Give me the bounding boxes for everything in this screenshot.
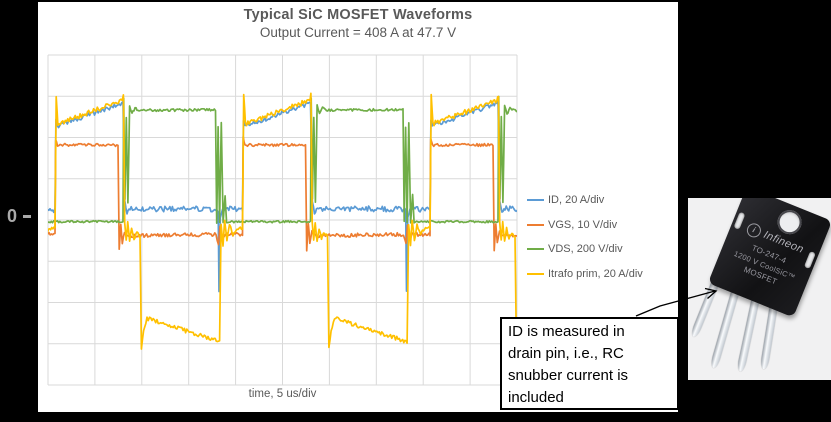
- legend-swatch: [527, 199, 544, 202]
- legend-label: VDS, 200 V/div: [548, 243, 623, 256]
- legend-item: VGS, 10 V/div: [527, 213, 643, 238]
- mosfet-pin: [709, 287, 740, 369]
- mosfet-pin-drain: [689, 279, 720, 339]
- x-axis-label: time, 5 us/div: [248, 388, 317, 400]
- gridlines: [47, 54, 518, 386]
- zero-label: 0: [7, 206, 18, 226]
- legend-label: ID, 20 A/div: [548, 194, 605, 207]
- zero-axis-label: 0: [7, 206, 32, 227]
- trace-itrafo-prim: [48, 92, 517, 350]
- chart-title: Typical SiC MOSFET Waveforms: [243, 7, 473, 23]
- legend-item: ID, 20 A/div: [527, 188, 643, 213]
- trace-vgs: [48, 135, 517, 252]
- mosfet-pin: [736, 296, 760, 373]
- legend-swatch: [527, 272, 544, 275]
- legend-label: VGS, 10 V/div: [548, 218, 618, 231]
- mosfet-pin: [759, 303, 778, 370]
- annotation-box: ID is measured in drain pin, i.e., RC sn…: [500, 317, 679, 410]
- mosfet-package: i Infineon TO-247-4 1200 V CoolSiC™ MOSF…: [707, 198, 831, 318]
- legend-item: Itrafo prim, 20 A/div: [527, 262, 643, 287]
- zero-tick: [23, 215, 32, 218]
- chart-subtitle: Output Current = 408 A at 47.7 V: [259, 25, 457, 40]
- annotation-text: ID is measured in drain pin, i.e., RC sn…: [508, 323, 629, 406]
- legend-swatch: [527, 248, 544, 251]
- legend: ID, 20 A/div VGS, 10 V/div VDS, 200 V/div I…: [527, 188, 643, 286]
- infineon-logo-icon: i: [744, 221, 763, 240]
- legend-item: VDS, 200 V/div: [527, 237, 643, 262]
- legend-label: Itrafo prim, 20 A/div: [548, 267, 643, 280]
- legend-swatch: [527, 223, 544, 226]
- mosfet-photo: i Infineon TO-247-4 1200 V CoolSiC™ MOSF…: [688, 198, 831, 380]
- trace-vds: [48, 95, 517, 224]
